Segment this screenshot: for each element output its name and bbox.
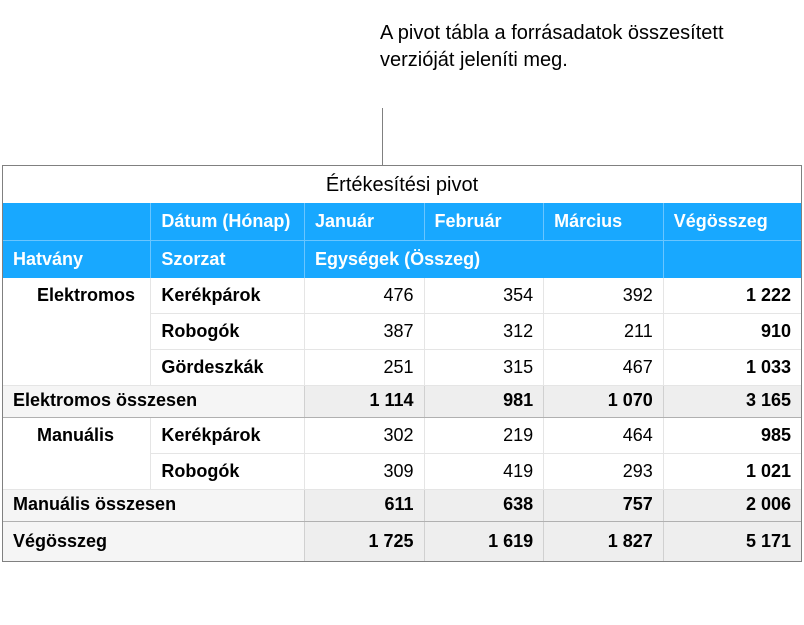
value-cell: 219 (424, 418, 544, 454)
grand-total-label: Végösszeg (3, 522, 305, 562)
header-blank-2 (663, 241, 801, 279)
subtotal-row: Elektromos összesen 1 114 981 1 070 3 16… (3, 386, 801, 418)
subtotal-cell: 638 (424, 490, 544, 522)
category-cell-empty (3, 454, 151, 490)
table-row: Robogók 309 419 293 1 021 (3, 454, 801, 490)
value-cell: 312 (424, 314, 544, 350)
product-cell: Kerékpárok (151, 418, 305, 454)
subtotal-label: Elektromos összesen (3, 386, 305, 418)
subtotal-cell: 1 070 (544, 386, 664, 418)
table-title: Értékesítési pivot (3, 166, 801, 203)
header-product: Szorzat (151, 241, 305, 279)
table-row: Gördeszkák 251 315 467 1 033 (3, 350, 801, 386)
subtotal-cell: 1 114 (305, 386, 425, 418)
row-total-cell: 985 (663, 418, 801, 454)
value-cell: 392 (544, 278, 664, 314)
subtotal-cell: 611 (305, 490, 425, 522)
product-cell: Kerékpárok (151, 278, 305, 314)
header-blank (3, 203, 151, 241)
table-row: Manuális Kerékpárok 302 219 464 985 (3, 418, 801, 454)
category-cell-empty (3, 314, 151, 350)
row-total-cell: 1 222 (663, 278, 801, 314)
value-cell: 251 (305, 350, 425, 386)
header-february: Február (424, 203, 544, 241)
category-cell: Manuális (3, 418, 151, 454)
value-cell: 387 (305, 314, 425, 350)
header-row-1: Dátum (Hónap) Január Február Március Vég… (3, 203, 801, 241)
grand-total-cell: 1 619 (424, 522, 544, 562)
grand-total-cell: 1 725 (305, 522, 425, 562)
callout-line (382, 108, 383, 165)
subtotal-cell: 981 (424, 386, 544, 418)
value-cell: 302 (305, 418, 425, 454)
header-date-month: Dátum (Hónap) (151, 203, 305, 241)
value-cell: 419 (424, 454, 544, 490)
value-cell: 293 (544, 454, 664, 490)
grand-total-cell: 1 827 (544, 522, 664, 562)
product-cell: Robogók (151, 454, 305, 490)
header-grand-total: Végösszeg (663, 203, 801, 241)
table-title-row: Értékesítési pivot (3, 166, 801, 203)
subtotal-total-cell: 2 006 (663, 490, 801, 522)
header-power: Hatvány (3, 241, 151, 279)
product-cell: Robogók (151, 314, 305, 350)
pivot-table: Értékesítési pivot Dátum (Hónap) Január … (3, 166, 801, 561)
table-row: Elektromos Kerékpárok 476 354 392 1 222 (3, 278, 801, 314)
value-cell: 309 (305, 454, 425, 490)
row-total-cell: 910 (663, 314, 801, 350)
row-total-cell: 1 033 (663, 350, 801, 386)
subtotal-cell: 757 (544, 490, 664, 522)
row-total-cell: 1 021 (663, 454, 801, 490)
pivot-table-container: Értékesítési pivot Dátum (Hónap) Január … (2, 165, 802, 562)
value-cell: 211 (544, 314, 664, 350)
value-cell: 464 (544, 418, 664, 454)
category-cell: Elektromos (3, 278, 151, 314)
value-cell: 476 (305, 278, 425, 314)
header-row-2: Hatvány Szorzat Egységek (Összeg) (3, 241, 801, 279)
table-row: Robogók 387 312 211 910 (3, 314, 801, 350)
value-cell: 354 (424, 278, 544, 314)
subtotal-row: Manuális összesen 611 638 757 2 006 (3, 490, 801, 522)
grand-total-total-cell: 5 171 (663, 522, 801, 562)
header-march: Március (544, 203, 664, 241)
category-cell-empty (3, 350, 151, 386)
subtotal-total-cell: 3 165 (663, 386, 801, 418)
grand-total-row: Végösszeg 1 725 1 619 1 827 5 171 (3, 522, 801, 562)
value-cell: 467 (544, 350, 664, 386)
header-january: Január (305, 203, 425, 241)
value-cell: 315 (424, 350, 544, 386)
header-units-sum: Egységek (Összeg) (305, 241, 664, 279)
subtotal-label: Manuális összesen (3, 490, 305, 522)
product-cell: Gördeszkák (151, 350, 305, 386)
caption-text: A pivot tábla a forrásadatok összesített… (380, 20, 760, 74)
